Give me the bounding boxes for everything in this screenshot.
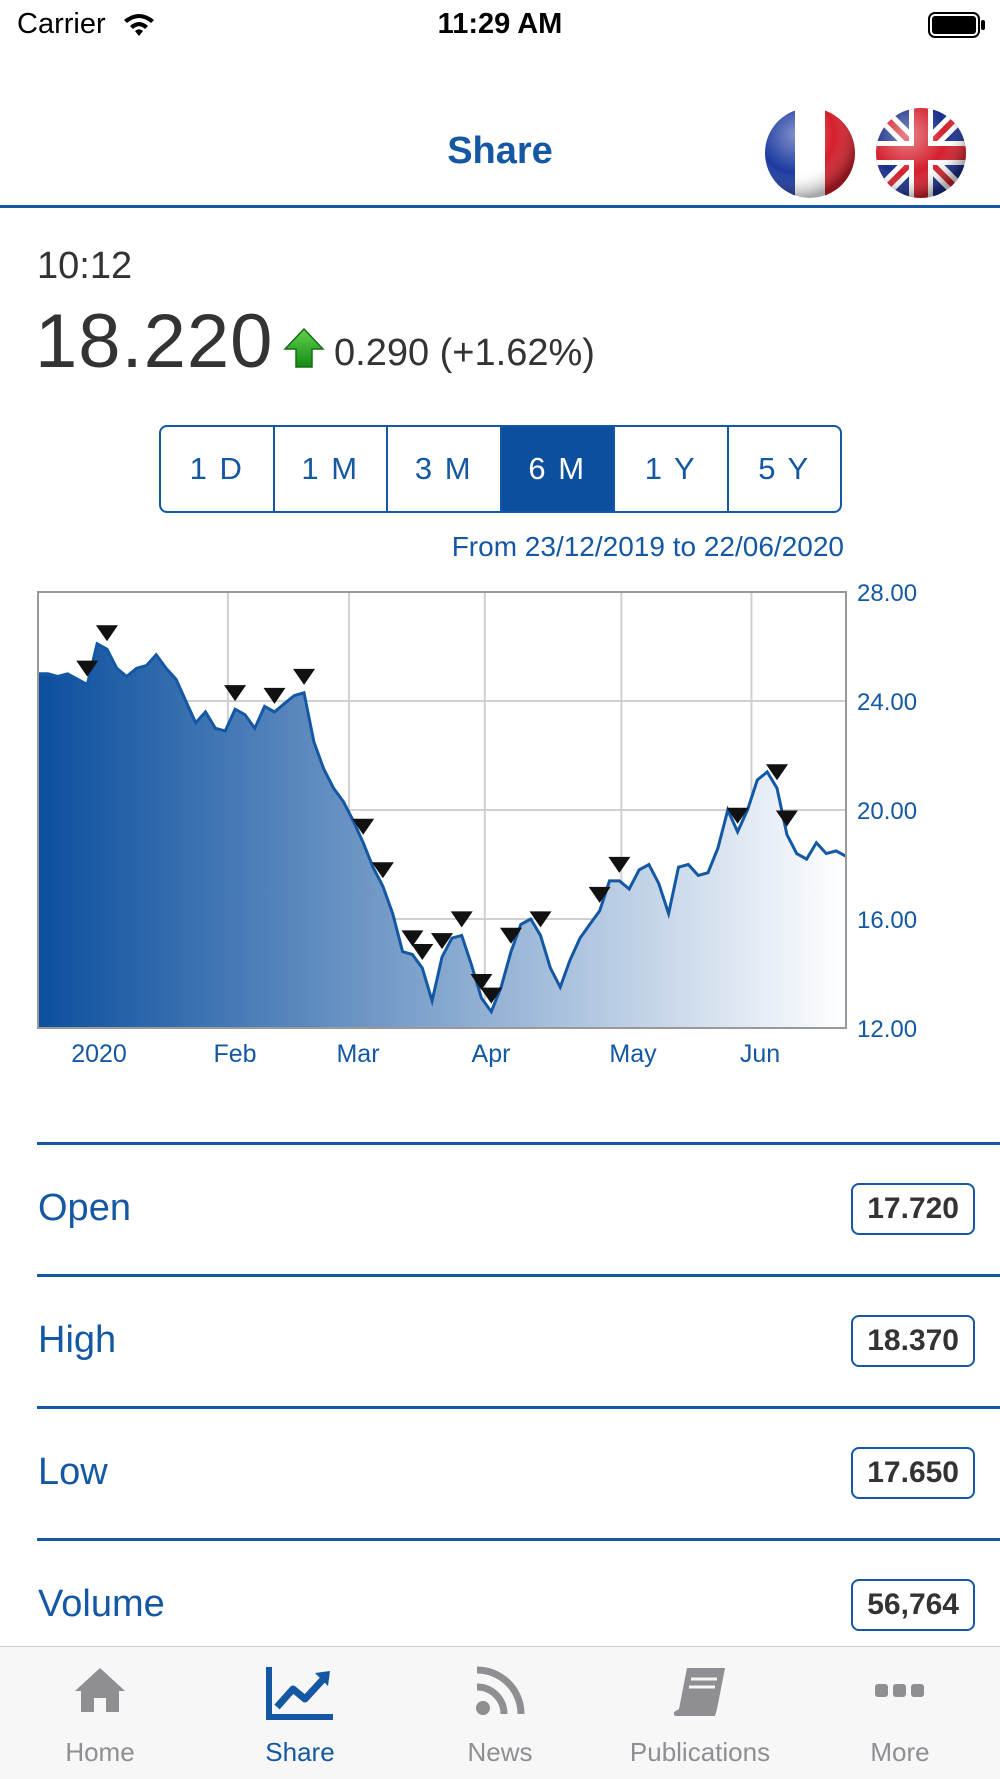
page-title: Share: [447, 130, 553, 172]
price-chart[interactable]: 28.00 24.00 20.00 16.00 12.00 2020 Feb Mar Apr Ma…: [0, 580, 1000, 1080]
range-1d-button[interactable]: 1 D: [161, 427, 275, 511]
x-tick-label: Jun: [740, 1040, 780, 1068]
signal-marker: [293, 668, 316, 685]
stat-row-low: Low 17.650: [37, 1406, 1000, 1537]
status-time: 11:29 AM: [437, 8, 563, 40]
signal-marker: [499, 927, 522, 944]
signal-marker: [470, 974, 493, 991]
signal-marker: [263, 687, 286, 704]
stat-row-open: Open 17.720: [37, 1142, 1000, 1273]
signal-marker: [608, 856, 631, 873]
y-tick-label: 20.00: [857, 798, 917, 825]
signal-marker: [95, 625, 118, 642]
price-line: [38, 641, 847, 1015]
tab-more[interactable]: More: [800, 1647, 1000, 1779]
y-tick-label: 16.00: [857, 907, 917, 934]
stat-row-high: High 18.370: [37, 1274, 1000, 1405]
tab-label: News: [467, 1737, 533, 1767]
signal-marker: [352, 818, 375, 835]
tab-bar: Home Share News Publications More: [0, 1646, 1000, 1779]
status-bar: Carrier 11:29 AM: [0, 0, 1000, 50]
tab-label: More: [870, 1737, 930, 1767]
range-1m-button[interactable]: 1 M: [275, 427, 388, 511]
stat-row-volume: Volume 56,764: [37, 1538, 1000, 1669]
stat-label: Open: [38, 1187, 131, 1229]
stat-label: High: [38, 1319, 117, 1361]
book-icon: [673, 1668, 725, 1716]
price-area: [38, 643, 846, 1028]
signal-marker: [76, 660, 99, 677]
stat-value: 17.650: [851, 1447, 975, 1499]
x-tick-label: May: [609, 1040, 657, 1068]
up-arrow-icon: [283, 327, 325, 368]
home-icon: [75, 1668, 125, 1712]
y-tick-label: 24.00: [857, 689, 917, 716]
stat-value: 17.720: [851, 1183, 975, 1235]
signal-marker: [224, 685, 247, 702]
quote-time: 10:12: [37, 245, 133, 287]
y-tick-label: 28.00: [857, 580, 917, 607]
nav-divider: [0, 205, 1000, 208]
stat-label: Volume: [38, 1583, 165, 1625]
range-1y-button[interactable]: 1 Y: [615, 427, 729, 511]
signal-marker: [775, 810, 798, 827]
tab-publications[interactable]: Publications: [600, 1647, 800, 1779]
signal-marker: [766, 764, 789, 781]
date-range-label: From 23/12/2019 to 22/06/2020: [451, 531, 844, 562]
rss-icon: [476, 1666, 525, 1715]
range-6m-button[interactable]: 6 M: [501, 427, 615, 511]
nav-bar: Share: [0, 88, 1000, 206]
signal-marker: [726, 807, 749, 824]
signal-marker: [529, 911, 552, 928]
signal-marker: [431, 933, 453, 950]
quote-change: 0.290 (+1.62%): [334, 332, 595, 374]
x-tick-label: Feb: [213, 1040, 256, 1068]
tab-home[interactable]: Home: [0, 1647, 200, 1779]
quote-price: 18.220: [35, 299, 274, 384]
x-tick-label: 2020: [71, 1040, 127, 1068]
battery-icon: [928, 12, 985, 38]
signal-marker: [588, 886, 611, 903]
range-selector: 1 D 1 M 3 M 6 M 1 Y 5 Y: [159, 425, 842, 513]
signal-marker: [450, 911, 473, 928]
tab-news[interactable]: News: [400, 1647, 600, 1779]
wifi-icon: [124, 14, 154, 36]
y-tick-label: 12.00: [857, 1016, 917, 1043]
uk-flag-icon: [876, 108, 966, 198]
uk-flag-button[interactable]: [876, 108, 966, 198]
signal-marker: [411, 944, 434, 961]
signal-marker: [401, 930, 424, 947]
stat-value: 56,764: [851, 1579, 975, 1631]
range-3m-button[interactable]: 3 M: [388, 427, 502, 511]
stat-value: 18.370: [851, 1315, 975, 1367]
tab-label: Publications: [629, 1737, 771, 1767]
signal-marker: [371, 862, 394, 879]
tab-share[interactable]: Share: [200, 1647, 400, 1779]
chart-frame: [37, 591, 847, 1029]
chart-icon: [266, 1667, 333, 1720]
french-flag-button[interactable]: [765, 108, 855, 198]
signal-marker: [480, 987, 503, 1004]
stat-label: Low: [38, 1451, 108, 1493]
french-flag-icon: [765, 108, 855, 198]
range-5y-button[interactable]: 5 Y: [758, 451, 811, 486]
x-tick-label: Mar: [336, 1040, 379, 1068]
x-tick-label: Apr: [472, 1040, 511, 1068]
carrier-label: Carrier: [17, 8, 106, 40]
tab-label: Share: [265, 1737, 335, 1767]
tab-label: Home: [65, 1737, 135, 1767]
more-icon: [875, 1684, 924, 1697]
